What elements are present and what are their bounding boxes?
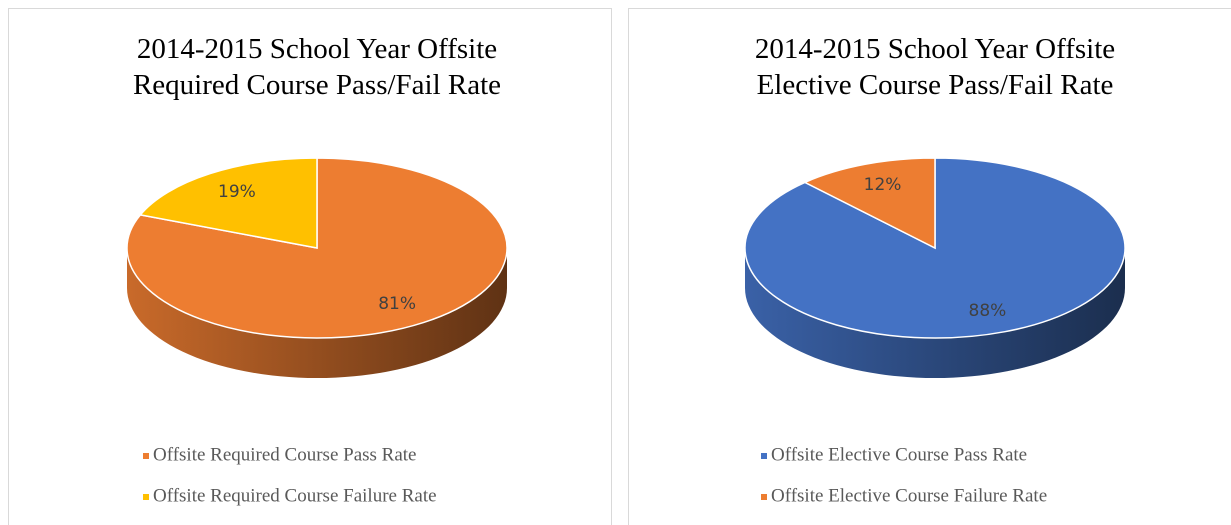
chart-title: Elective Course Pass/Fail Rate (757, 69, 1114, 101)
pie-slice (138, 157, 318, 249)
legend-label: Offsite Required Course Failure Rate (153, 485, 437, 506)
data-label: 88% (969, 301, 1007, 321)
pie-side (745, 248, 1125, 378)
data-label: 81% (378, 294, 416, 314)
chart-title: Required Course Pass/Fail Rate (133, 69, 501, 101)
data-label: 12% (864, 175, 902, 195)
panel-frame (628, 8, 1231, 525)
legend-marker (761, 453, 767, 459)
legend-label: Offsite Required Course Pass Rate (153, 444, 417, 465)
pie-side (127, 248, 507, 378)
chart-title: 2014-2015 School Year Offsite (137, 33, 497, 65)
panel-frame (8, 8, 612, 525)
legend-label: Offsite Elective Course Failure Rate (771, 485, 1047, 506)
legend-label: Offsite Elective Course Pass Rate (771, 444, 1027, 465)
pie-slice (803, 157, 936, 250)
chart-title: 2014-2015 School Year Offsite (755, 33, 1115, 65)
legend-marker (143, 453, 149, 459)
legend-marker (761, 494, 767, 500)
data-label: 19% (218, 182, 256, 202)
legend-marker (143, 494, 149, 500)
